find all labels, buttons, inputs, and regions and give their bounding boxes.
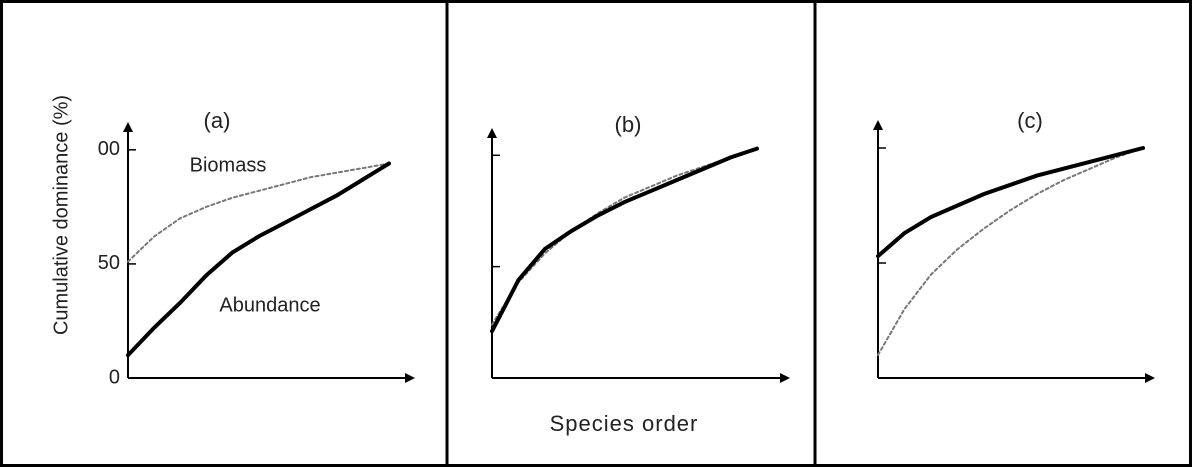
panel-title: (a): [204, 108, 231, 133]
x-axis-label: Species order: [550, 411, 699, 436]
series-line: [126, 161, 391, 358]
y-tick-label: 00: [98, 138, 120, 160]
y-axis-arrow: [123, 122, 133, 132]
y-axis-arrow: [873, 120, 883, 130]
series-line: [490, 146, 759, 334]
y-tick-label: 0: [109, 366, 120, 388]
panel-title: (b): [615, 112, 642, 137]
y-tick-label: 50: [98, 252, 120, 274]
series-annotation: Abundance: [219, 294, 320, 316]
series-line: [127, 162, 390, 263]
y-axis-label: Cumulative dominance (%): [50, 95, 72, 335]
series-line: [876, 146, 1145, 259]
series-line: [877, 147, 1144, 356]
x-axis-arrow: [780, 373, 790, 383]
x-axis-arrow: [405, 373, 415, 383]
series-line: [491, 147, 758, 326]
x-axis-arrow: [1145, 373, 1155, 383]
y-axis-arrow: [487, 128, 497, 138]
series-annotation: Biomass: [190, 154, 267, 176]
panel-title: (c): [1017, 108, 1043, 133]
